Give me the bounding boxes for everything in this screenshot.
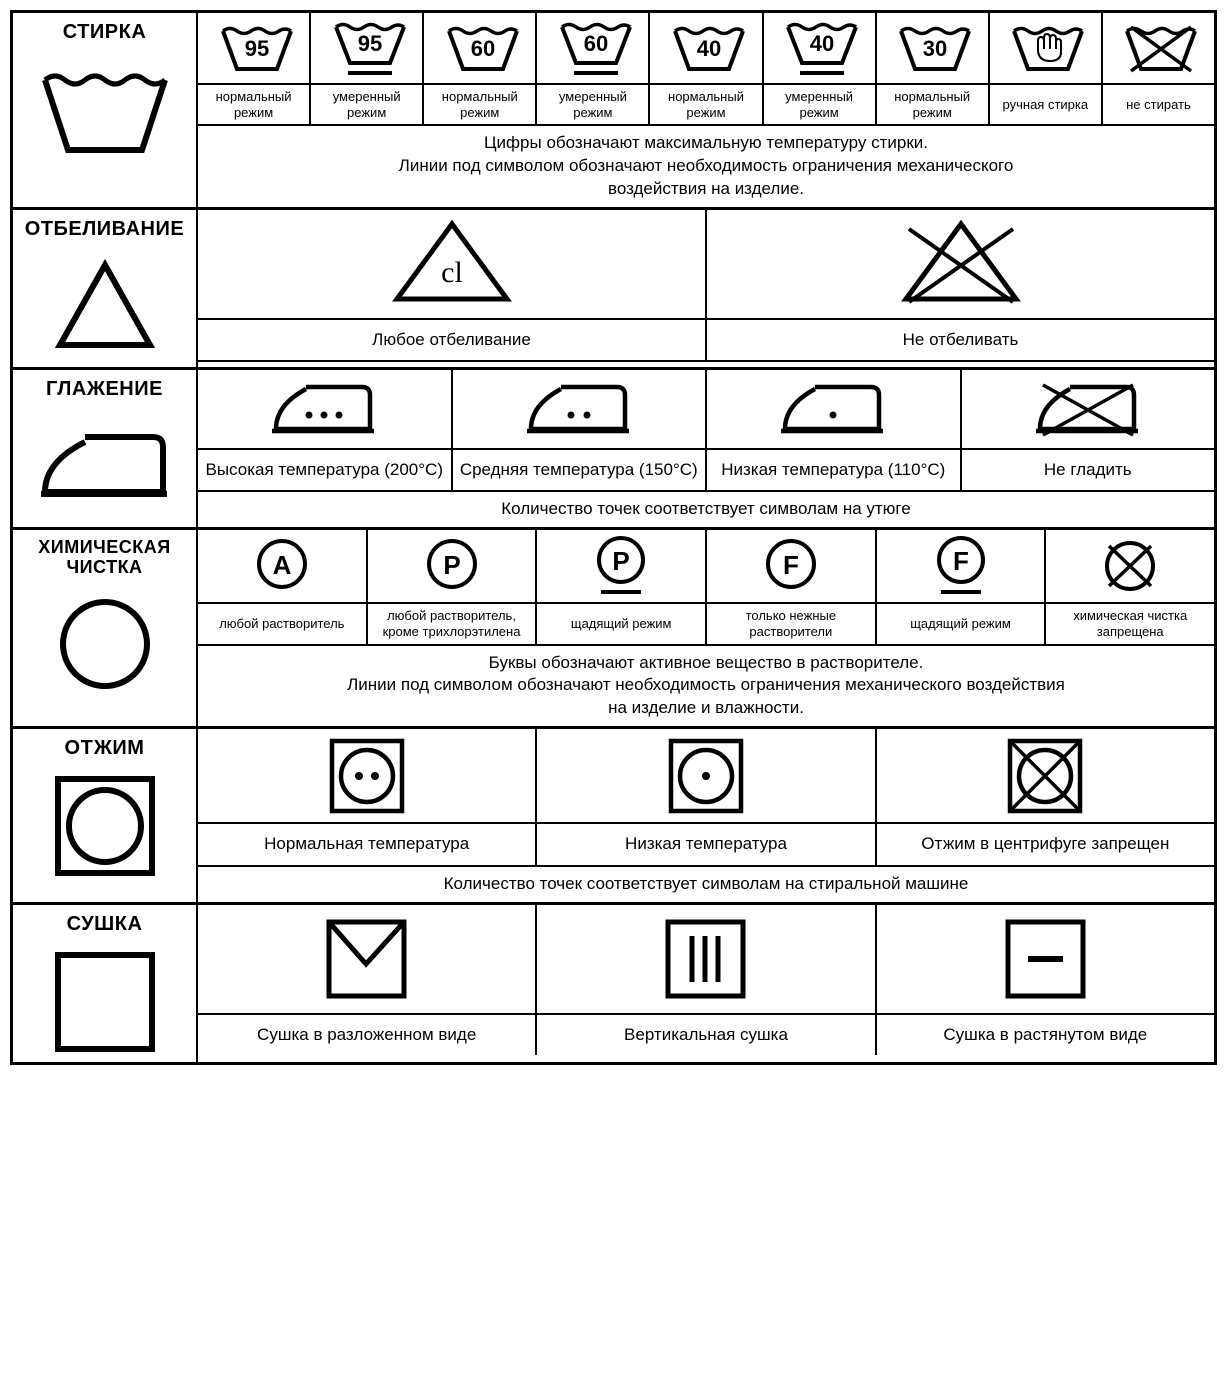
iron-2-icon: [453, 370, 708, 448]
wash-label-7: ручная стирка: [990, 85, 1103, 124]
wash-label-2: нормальный режим: [424, 85, 537, 124]
square-circle-icon: [17, 766, 192, 886]
sq-circle-2dot-icon: [198, 729, 537, 822]
dry-label-1: Вертикальная сушка: [537, 1015, 876, 1055]
wash-label-8: не стирать: [1103, 85, 1214, 124]
svg-text:95: 95: [244, 36, 268, 61]
svg-text:P: P: [613, 546, 630, 576]
spin-label-1: Низкая температура: [537, 824, 876, 864]
svg-text:A: A: [272, 550, 291, 580]
svg-text:60: 60: [584, 31, 608, 56]
dryclean-label-1: любой растворитель, кроме трихлорэтилена: [368, 604, 538, 643]
wash-no-icon: [1103, 13, 1214, 83]
section-bleach: ОТБЕЛИВАНИЕ cl Любое отбеливание Не отбе…: [13, 210, 1214, 370]
section-dryclean: ХИМИЧЕСКАЯ ЧИСТКА A P P F F любой раство…: [13, 530, 1214, 729]
bleach-label-1: Не отбеливать: [707, 320, 1214, 360]
iron-icon: [17, 407, 192, 527]
wash-label-6: нормальный режим: [877, 85, 990, 124]
dry-label-2: Сушка в растянутом виде: [877, 1015, 1214, 1055]
circle-F-icon: F: [707, 530, 877, 602]
dryclean-label-2: щадящий режим: [537, 604, 707, 643]
dryclean-note: Буквы обозначают активное вещество в рас…: [198, 646, 1214, 727]
section-wash: СТИРКА 95 95 60 60 40 40 30 норма: [13, 13, 1214, 210]
spin-label-0: Нормальная температура: [198, 824, 537, 864]
wash-note: Цифры обозначают максимальную температур…: [198, 126, 1214, 207]
circle-F-bar-icon: F: [877, 530, 1047, 602]
iron-label-3: Не гладить: [962, 450, 1215, 490]
square-icon: [17, 942, 192, 1062]
circle-P-icon: P: [368, 530, 538, 602]
iron-label-0: Высокая температура (200°C): [198, 450, 453, 490]
wash-40-bar-icon: 40: [764, 13, 877, 83]
wash-title: СТИРКА: [17, 21, 192, 44]
iron-no-icon: [962, 370, 1215, 448]
dryclean-label-3: только нежные растворители: [707, 604, 877, 643]
svg-text:60: 60: [471, 36, 495, 61]
dry-label-0: Сушка в разложенном виде: [198, 1015, 537, 1055]
sq-3vert-icon: [537, 905, 876, 1013]
triangle-no-icon: [707, 210, 1214, 318]
wash-60-icon: 60: [424, 13, 537, 83]
wash-basin-icon: [17, 50, 192, 170]
svg-text:95: 95: [357, 31, 381, 56]
wash-label-3: умеренный режим: [537, 85, 650, 124]
laundry-symbol-chart: СТИРКА 95 95 60 60 40 40 30 норма: [10, 10, 1217, 1065]
section-dry: СУШКА Сушка в разложенном виде Вертикаль…: [13, 905, 1214, 1062]
circle-P-bar-icon: P: [537, 530, 707, 602]
svg-text:F: F: [953, 546, 969, 576]
section-iron: ГЛАЖЕНИЕ Высокая температура (200°C) Сре…: [13, 370, 1214, 530]
wash-30-icon: 30: [877, 13, 990, 83]
bleach-title: ОТБЕЛИВАНИЕ: [17, 218, 192, 241]
triangle-cl-icon: cl: [198, 210, 707, 318]
dryclean-label-5: химическая чистка запрещена: [1046, 604, 1214, 643]
iron-3-icon: [198, 370, 453, 448]
wash-40-icon: 40: [650, 13, 763, 83]
svg-text:P: P: [443, 550, 460, 580]
wash-label-5: умеренный режим: [764, 85, 877, 124]
svg-text:F: F: [783, 550, 799, 580]
triangle-icon: [17, 247, 192, 367]
iron-title: ГЛАЖЕНИЕ: [17, 378, 192, 401]
svg-text:40: 40: [697, 36, 721, 61]
spin-note: Количество точек соответствует символам …: [198, 867, 1214, 902]
bleach-label-0: Любое отбеливание: [198, 320, 707, 360]
dryclean-label-4: щадящий режим: [877, 604, 1047, 643]
sq-circle-no-icon: [877, 729, 1214, 822]
svg-text:40: 40: [810, 31, 834, 56]
wash-hand-icon: [990, 13, 1103, 83]
wash-label-1: умеренный режим: [311, 85, 424, 124]
circle-no-icon: [1046, 530, 1214, 602]
wash-label-0: нормальный режим: [198, 85, 311, 124]
circle-icon: [17, 584, 192, 704]
dry-title: СУШКА: [17, 913, 192, 936]
spin-label-2: Отжим в центрифуге запрещен: [877, 824, 1214, 864]
sq-envelope-icon: [198, 905, 537, 1013]
spin-title: ОТЖИМ: [17, 737, 192, 760]
sq-1horiz-icon: [877, 905, 1214, 1013]
wash-95-bar-icon: 95: [311, 13, 424, 83]
iron-label-1: Средняя температура (150°C): [453, 450, 708, 490]
circle-A-icon: A: [198, 530, 368, 602]
dryclean-title: ХИМИЧЕСКАЯ ЧИСТКА: [17, 538, 192, 578]
sq-circle-1dot-icon: [537, 729, 876, 822]
iron-1-icon: [707, 370, 962, 448]
iron-note: Количество точек соответствует символам …: [198, 492, 1214, 527]
section-spin: ОТЖИМ Нормальная температура Низкая темп…: [13, 729, 1214, 904]
svg-text:cl: cl: [441, 256, 463, 289]
wash-95-icon: 95: [198, 13, 311, 83]
iron-label-2: Низкая температура (110°C): [707, 450, 962, 490]
wash-60-bar-icon: 60: [537, 13, 650, 83]
wash-label-4: нормальный режим: [650, 85, 763, 124]
svg-text:30: 30: [923, 36, 947, 61]
dryclean-label-0: любой растворитель: [198, 604, 368, 643]
